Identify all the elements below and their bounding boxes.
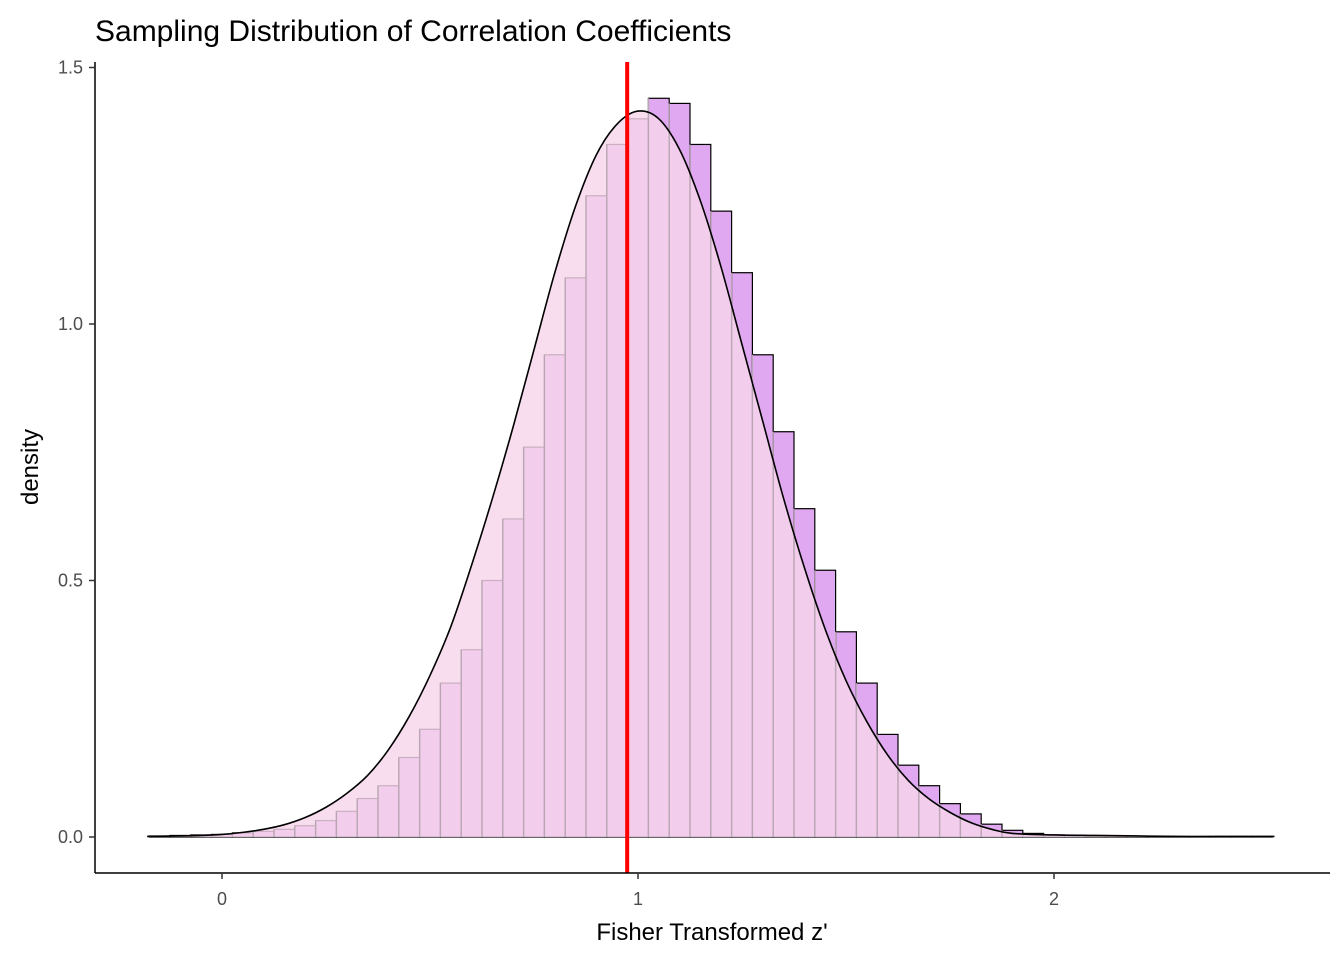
x-axis-title: Fisher Transformed z' (596, 919, 827, 946)
y-tick-label: 0.5 (58, 571, 83, 591)
y-tick-label: 0.0 (58, 827, 83, 847)
y-tick-label: 1.5 (58, 58, 83, 78)
x-ticks: 0 1 2 (217, 873, 1059, 909)
y-tick-label: 1.0 (58, 314, 83, 334)
y-axis-title: density (17, 429, 44, 505)
x-tick-label: 1 (633, 889, 643, 909)
chart-title: Sampling Distribution of Correlation Coe… (95, 15, 731, 48)
y-ticks: 0.0 0.5 1.0 1.5 (58, 58, 95, 847)
x-tick-label: 2 (1049, 889, 1059, 909)
x-tick-label: 0 (217, 889, 227, 909)
density-curve (147, 110, 1275, 838)
